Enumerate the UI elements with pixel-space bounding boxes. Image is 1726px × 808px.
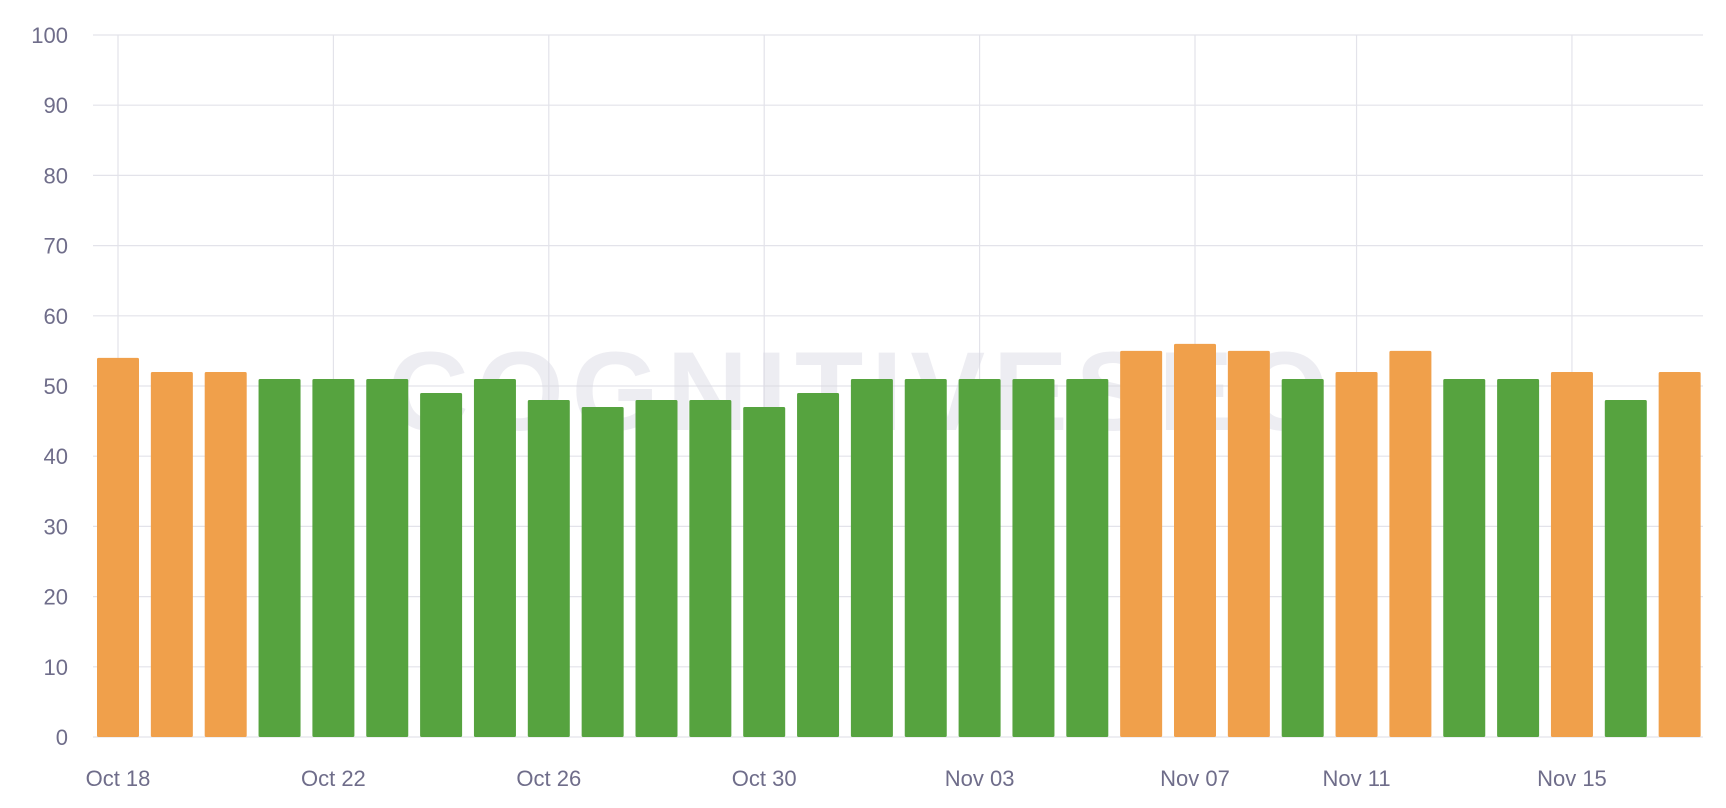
x-tick-label: Oct 22 <box>301 766 366 791</box>
x-tick-label: Oct 26 <box>516 766 581 791</box>
x-tick-label: Nov 03 <box>945 766 1015 791</box>
x-tick-label: Oct 18 <box>86 766 151 791</box>
bar-nov-15[interactable]: Nov 15: 48 <box>1604 400 1647 737</box>
y-tick-label: 30 <box>44 514 68 539</box>
x-tick-label: Nov 15 <box>1537 766 1607 791</box>
bar-oct-20[interactable]: Oct 20: 52 <box>204 371 247 737</box>
bar-oct-24[interactable]: Oct 24: 49 <box>420 393 463 737</box>
bar-oct-30[interactable]: Oct 30: 47 <box>743 407 786 737</box>
bar-nov-16[interactable]: Nov 16: 52 <box>1658 371 1701 737</box>
bar-oct-23[interactable]: Oct 23: 51 <box>366 378 409 737</box>
y-tick-label: 40 <box>44 444 68 469</box>
bar-oct-21[interactable]: Oct 21: 51 <box>258 378 301 737</box>
bar-nov-03[interactable]: Nov 03: 51 <box>958 378 1001 737</box>
bar-nov-12[interactable]: Nov 12: 51 <box>1443 378 1486 737</box>
bar-oct-28[interactable]: Oct 28: 48 <box>635 400 678 737</box>
y-tick-label: 10 <box>44 655 68 680</box>
bar-nov-06[interactable]: Nov 06: 55 <box>1120 350 1163 737</box>
bar-oct-22[interactable]: Oct 22: 51 <box>312 378 355 737</box>
bar-oct-25[interactable]: Oct 25: 51 <box>473 378 516 737</box>
bar-oct-31[interactable]: Oct 31: 49 <box>797 393 840 737</box>
bar-nov-14[interactable]: Nov 14: 52 <box>1550 371 1593 737</box>
y-tick-label: 80 <box>44 163 68 188</box>
y-tick-label: 100 <box>31 23 68 48</box>
y-tick-label: 60 <box>44 304 68 329</box>
bar-oct-26[interactable]: Oct 26: 48 <box>527 400 570 737</box>
y-axis: 0 10 20 30 40 50 60 70 80 90 100 <box>31 23 68 750</box>
x-tick-label: Oct 30 <box>732 766 797 791</box>
bar-oct-18[interactable]: Oct 18: 54 <box>97 357 139 737</box>
bar-nov-09[interactable]: Nov 09: 51 <box>1281 378 1324 737</box>
bar-oct-27[interactable]: Oct 27: 47 <box>581 407 624 737</box>
x-tick-label: Nov 11 <box>1323 766 1391 791</box>
bar-nov-01[interactable]: Nov 01: 51 <box>850 378 893 737</box>
y-tick-label: 50 <box>44 374 68 399</box>
x-axis: Oct 18 Oct 22 Oct 26 Oct 30 Nov 03 Nov 07 Nov … <box>86 766 1607 791</box>
bar-nov-13[interactable]: Nov 13: 51 <box>1497 378 1540 737</box>
bar-nov-10[interactable]: Nov 10: 52 <box>1335 371 1378 737</box>
y-tick-label: 70 <box>44 234 68 259</box>
y-tick-label: 20 <box>44 585 68 610</box>
bar-nov-05[interactable]: Nov 05: 51 <box>1066 378 1109 737</box>
bar-oct-19[interactable]: Oct 19: 52 <box>150 371 193 737</box>
bar-nov-02[interactable]: Nov 02: 51 <box>904 378 947 737</box>
y-tick-label: 0 <box>56 725 68 750</box>
bar-nov-04[interactable]: Nov 04: 51 <box>1012 378 1055 737</box>
bar-nov-07[interactable]: Nov 07: 56 <box>1174 343 1216 737</box>
bar-nov-08[interactable]: Nov 08: 55 <box>1227 350 1270 737</box>
x-tick-label: Nov 07 <box>1160 766 1230 791</box>
bar-nov-11[interactable]: Nov 11: 55 <box>1389 350 1432 737</box>
bar-oct-29[interactable]: Oct 29: 48 <box>689 400 732 737</box>
y-tick-label: 90 <box>44 93 68 118</box>
bars-layer: Oct 18: 54 Oct 19: 52 Oct 20: 52 Oct 21: 51… <box>97 343 1701 737</box>
